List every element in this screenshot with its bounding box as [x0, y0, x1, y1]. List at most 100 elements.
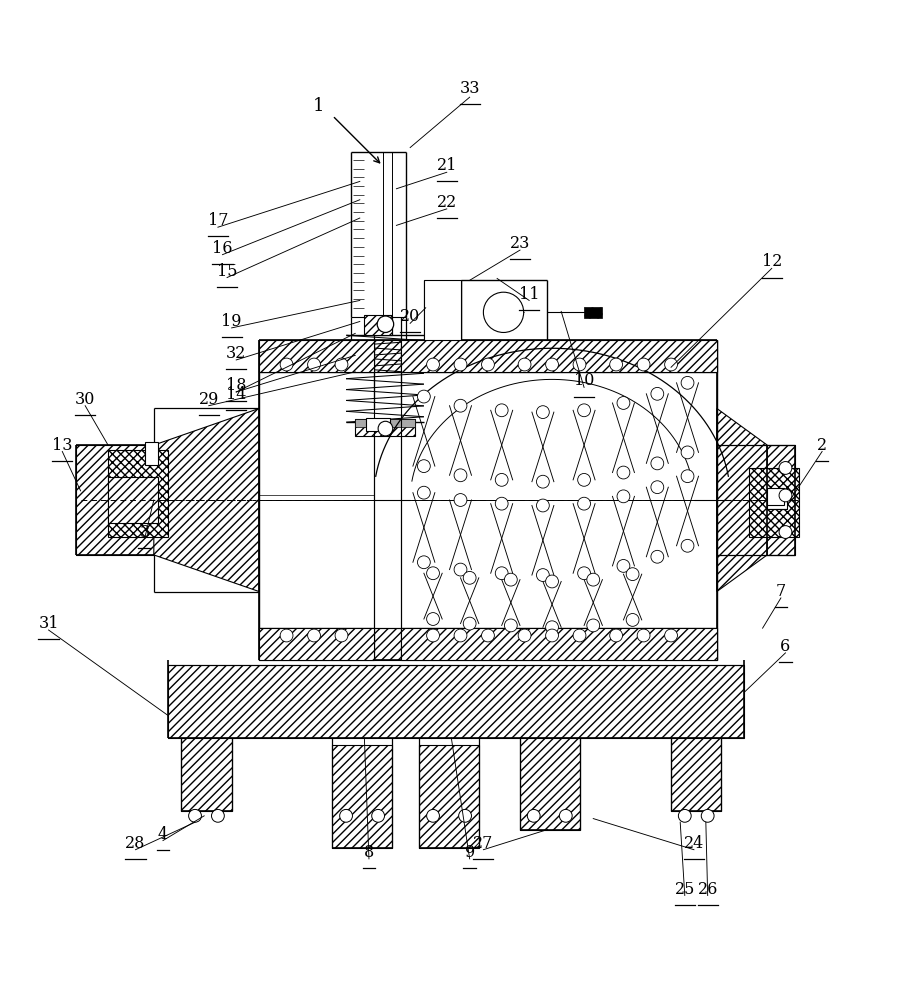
Circle shape	[335, 629, 348, 642]
Text: 10: 10	[574, 372, 594, 389]
Circle shape	[637, 629, 650, 642]
Circle shape	[577, 404, 590, 417]
Bar	[145, 442, 158, 465]
Circle shape	[536, 475, 549, 488]
Circle shape	[626, 614, 639, 626]
Circle shape	[417, 390, 430, 403]
Circle shape	[610, 629, 623, 642]
Bar	[520, 738, 579, 830]
Circle shape	[651, 550, 664, 563]
Circle shape	[587, 619, 600, 632]
Bar	[367, 418, 390, 431]
Bar	[767, 488, 784, 505]
Circle shape	[463, 571, 476, 584]
Bar	[356, 419, 414, 427]
Circle shape	[573, 629, 586, 642]
Circle shape	[665, 358, 678, 371]
Bar	[259, 628, 374, 660]
Bar	[419, 745, 479, 848]
Circle shape	[426, 809, 439, 822]
Text: 16: 16	[212, 240, 233, 257]
Circle shape	[454, 563, 467, 576]
Bar	[76, 445, 154, 555]
Circle shape	[505, 573, 518, 586]
Circle shape	[701, 809, 714, 822]
Circle shape	[682, 470, 694, 483]
Circle shape	[617, 397, 630, 409]
Bar	[108, 477, 158, 523]
Circle shape	[379, 421, 392, 436]
Circle shape	[426, 629, 439, 642]
Circle shape	[505, 619, 518, 632]
Text: 13: 13	[52, 437, 73, 454]
Circle shape	[651, 457, 664, 470]
Circle shape	[779, 526, 792, 538]
Circle shape	[417, 486, 430, 499]
Bar	[749, 468, 799, 537]
Bar	[767, 489, 787, 509]
Text: 1: 1	[313, 97, 324, 115]
Text: 20: 20	[400, 308, 420, 325]
Bar	[424, 280, 460, 344]
Bar	[401, 340, 717, 372]
Text: 26: 26	[697, 881, 717, 898]
Circle shape	[626, 568, 639, 581]
Circle shape	[280, 358, 293, 371]
Text: 3: 3	[140, 524, 150, 541]
Circle shape	[651, 481, 664, 494]
Bar	[259, 340, 717, 372]
Circle shape	[682, 376, 694, 389]
Circle shape	[426, 358, 439, 371]
Text: 14: 14	[226, 386, 247, 403]
Circle shape	[280, 629, 293, 642]
Circle shape	[212, 809, 225, 822]
Bar	[108, 450, 168, 537]
Circle shape	[426, 567, 439, 580]
Bar	[259, 340, 374, 372]
Text: 30: 30	[75, 391, 96, 408]
Circle shape	[779, 462, 792, 474]
Bar	[181, 738, 232, 811]
Bar	[259, 628, 717, 660]
Circle shape	[665, 629, 678, 642]
Circle shape	[545, 629, 558, 642]
Circle shape	[617, 466, 630, 479]
Circle shape	[454, 469, 467, 482]
Bar	[401, 628, 717, 660]
Bar	[356, 419, 414, 436]
Circle shape	[545, 621, 558, 634]
Text: 22: 22	[437, 194, 457, 211]
Text: 17: 17	[207, 212, 228, 229]
Bar	[671, 738, 721, 811]
Text: 29: 29	[199, 391, 219, 408]
Circle shape	[495, 567, 508, 580]
Circle shape	[335, 358, 348, 371]
Bar	[717, 445, 795, 555]
Circle shape	[637, 358, 650, 371]
Circle shape	[495, 404, 508, 417]
Text: 6: 6	[780, 638, 790, 655]
Bar	[365, 315, 391, 335]
Circle shape	[528, 809, 540, 822]
Circle shape	[573, 358, 586, 371]
Text: 24: 24	[683, 835, 704, 852]
Circle shape	[454, 629, 467, 642]
Circle shape	[417, 460, 430, 473]
Circle shape	[308, 358, 321, 371]
Circle shape	[519, 629, 531, 642]
Text: 7: 7	[775, 583, 786, 600]
Circle shape	[426, 613, 439, 625]
Text: 33: 33	[460, 80, 480, 97]
Polygon shape	[154, 408, 259, 592]
Bar	[584, 307, 602, 318]
Circle shape	[682, 539, 694, 552]
Circle shape	[577, 567, 590, 580]
Circle shape	[454, 494, 467, 506]
Circle shape	[536, 569, 549, 581]
Text: 11: 11	[519, 286, 540, 303]
Circle shape	[495, 497, 508, 510]
Text: 25: 25	[674, 881, 695, 898]
Circle shape	[577, 497, 590, 510]
Circle shape	[519, 358, 531, 371]
Circle shape	[454, 399, 467, 412]
